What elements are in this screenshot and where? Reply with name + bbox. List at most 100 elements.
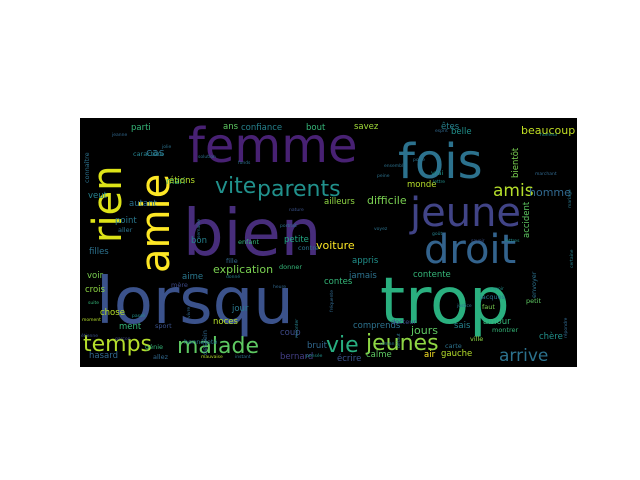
word-enfant: enfant [238, 238, 260, 246]
word-ensemble: ensemble [384, 163, 406, 169]
word-point: point [115, 216, 137, 226]
word-marchant: marchant [535, 171, 557, 177]
word-petit: petit [526, 297, 541, 305]
word-accident: accident [522, 201, 532, 238]
word-amour: amour [483, 317, 511, 327]
word-jacques: jacques [479, 293, 506, 301]
word-etienne: étienne [81, 332, 98, 339]
word-air: air [424, 350, 436, 360]
word-voir: voir [87, 271, 104, 281]
word-arrive: arrive [499, 346, 548, 366]
word-autant: autant [129, 199, 158, 209]
word-repondre: répondre [562, 317, 569, 338]
word-mari: mari [166, 177, 185, 187]
word-droit: droit [424, 227, 516, 273]
word-voyez: voyez [374, 227, 388, 232]
word-lorsqu: lorsqu [96, 265, 294, 339]
word-jamais: jamais [348, 271, 377, 281]
word-jour: jour [231, 304, 249, 314]
word-nature: nature [289, 207, 304, 213]
word-bon: bon [191, 236, 207, 246]
word-vie: vie [326, 333, 359, 358]
word-mariage: mariage [567, 189, 573, 208]
word-sais: sais [454, 321, 471, 331]
word-amis: amis [493, 181, 534, 201]
word-mauvaise: mauvaise [201, 354, 223, 360]
word-coup: coup [280, 328, 301, 338]
word-monde: monde [407, 180, 437, 190]
word-explication: explication [213, 263, 273, 276]
word-faut: faut [482, 303, 495, 311]
word-aime: aime [182, 272, 203, 282]
word-semaine: semaine [196, 219, 202, 238]
word-mere: mère [171, 281, 188, 289]
word-espoir: espoir [490, 286, 504, 292]
word-jeunes: jeunes [365, 331, 439, 356]
word-jours: jours [410, 324, 438, 337]
word-lettre: lettre [433, 179, 445, 185]
word-cloud-panel: bien lorsqu trop fois femme jeune droit rien ami… [80, 118, 577, 367]
word-bien: bien [183, 197, 321, 271]
word-bernard: bernard [280, 352, 313, 362]
word-moment: moment [82, 317, 101, 323]
word-raconter: raconter [294, 319, 300, 338]
word-parents: parents [257, 177, 341, 202]
word-frequente: fréquente [328, 290, 335, 312]
word-contes: contes [324, 277, 353, 287]
word-esprit: esprit [435, 128, 448, 134]
word-beaucoup: beaucoup [521, 124, 575, 137]
word-jeune: jeune [409, 190, 521, 236]
word-roman: roman [380, 341, 395, 347]
word-connaitre: connaître [83, 152, 91, 183]
word-envoyer: envoyer [530, 271, 538, 298]
word-rien: rien [85, 165, 131, 243]
word-femme: femme [188, 118, 357, 174]
word-heure: heure [273, 284, 286, 290]
word-portrait: portrait [280, 223, 297, 229]
word-ville: ville [470, 335, 483, 343]
word-petite: petite [284, 235, 309, 245]
word-jeanne: jeanne [111, 132, 127, 138]
word-ecrire: écrire [337, 353, 361, 364]
word-fonds: fonds [238, 160, 251, 166]
word-pensee: pensée [306, 352, 323, 359]
word-carte: carte [445, 342, 462, 350]
word-montrer: montrer [492, 326, 519, 334]
word-passe: passé [132, 312, 145, 319]
word-filles: filles [89, 247, 109, 257]
word-vrai: vrai [431, 169, 444, 177]
word-fille: fille [226, 257, 238, 265]
word-docteur: docteur [391, 318, 416, 326]
word-difficile: difficile [367, 194, 407, 207]
word-crois: crois [85, 285, 106, 295]
word-vivre: vivre [186, 307, 192, 318]
word-trop: trop [380, 265, 510, 339]
word-sport: sport [155, 322, 172, 330]
word-garcon: garçon [115, 336, 131, 342]
word-gauche: gauche [441, 349, 472, 359]
word-defaut: défaut [395, 333, 402, 348]
word-peine: peine [377, 173, 390, 179]
word-appris: appris [352, 256, 379, 266]
word-belle: belle [451, 127, 472, 137]
word-donne: donné [226, 273, 240, 280]
word-parti: parti [131, 123, 151, 133]
word-bruit: bruit [307, 341, 328, 351]
word-cas: cas [146, 146, 165, 159]
word-caractere: caractère [133, 150, 164, 158]
word-instant: instant [235, 354, 251, 360]
word-voiture: voiture [316, 239, 355, 252]
word-honnetete: honnêteté [184, 338, 217, 346]
word-comprends: comprends [353, 321, 401, 331]
word-genie: génie [145, 343, 163, 351]
word-ans: ans [223, 122, 239, 132]
word-bientot: bientôt [510, 147, 521, 178]
word-allez: allez [153, 353, 169, 361]
word-chere: chère [539, 331, 563, 342]
word-solution: solution [198, 154, 216, 160]
word-bout: bout [306, 123, 326, 133]
word-vite: vite [215, 174, 256, 199]
word-ment: ment [119, 322, 142, 332]
word-contre: contre [298, 244, 319, 252]
